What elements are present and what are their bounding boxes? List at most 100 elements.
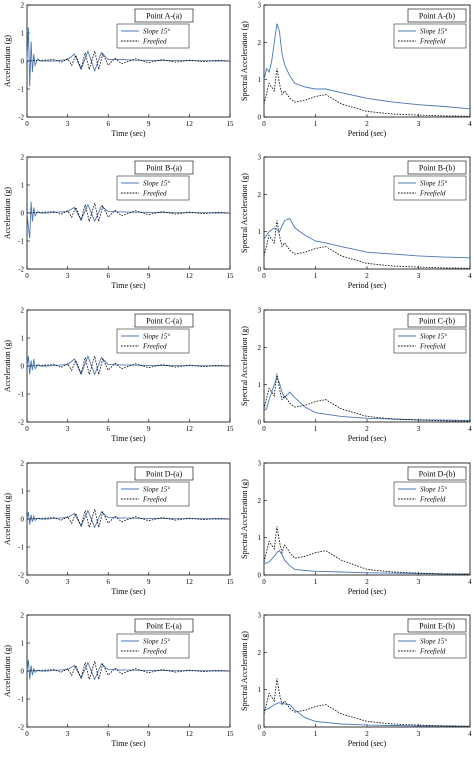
y-tick-label: 0 bbox=[21, 363, 25, 371]
y-tick-label: -2 bbox=[18, 419, 24, 427]
y-tick-label: 0 bbox=[258, 724, 262, 732]
x-tick-label: 6 bbox=[106, 578, 110, 586]
x-tick-label: 0 bbox=[25, 730, 29, 738]
y-tick-label: 1 bbox=[258, 381, 262, 389]
legend-box bbox=[393, 328, 467, 354]
panel-c-b: 0 1 2 3 0 1 2 3 4 Period (sec) Spectral Accelerati… bbox=[240, 307, 472, 444]
y-tick-label: -2 bbox=[18, 266, 24, 274]
y-tick-label: 3 bbox=[258, 460, 262, 468]
legend-box bbox=[116, 175, 190, 201]
y-tick-label: 1 bbox=[21, 640, 25, 648]
y-axis-label: Spectral Acceleration (g) bbox=[240, 326, 249, 406]
x-tick-label: 12 bbox=[186, 730, 194, 738]
y-axis-label: Spectral Acceleration (g) bbox=[240, 631, 249, 711]
panel-e-b: 0 1 2 3 0 1 2 3 4 Period (sec) Spectral Accelerati… bbox=[240, 612, 472, 749]
y-tick-label: 1 bbox=[258, 76, 262, 84]
x-tick-label: 1 bbox=[314, 120, 318, 128]
x-tick-label: 3 bbox=[417, 272, 421, 280]
series-line-slope bbox=[26, 509, 230, 529]
y-tick-label: 2 bbox=[21, 460, 25, 468]
x-tick-label: 0 bbox=[25, 272, 29, 280]
legend-box bbox=[393, 23, 467, 49]
y-tick-label: 2 bbox=[258, 39, 262, 47]
y-tick-label: 2 bbox=[21, 154, 25, 162]
x-tick-label: 0 bbox=[25, 425, 29, 433]
legend-box bbox=[116, 328, 190, 354]
y-axis-label: Acceleration (g) bbox=[3, 340, 12, 393]
x-tick-label: 15 bbox=[227, 120, 235, 128]
legend-box bbox=[116, 23, 190, 49]
panel-title-box bbox=[134, 618, 194, 633]
series-line-freefield bbox=[263, 220, 471, 269]
x-tick-label: 3 bbox=[417, 425, 421, 433]
x-tick-label: 0 bbox=[262, 425, 266, 433]
x-tick-label: 9 bbox=[147, 120, 151, 128]
x-axis-label: Time (sec) bbox=[111, 434, 145, 443]
x-tick-label: 2 bbox=[365, 730, 369, 738]
y-tick-label: 1 bbox=[21, 488, 25, 496]
y-tick-label: 0 bbox=[21, 668, 25, 676]
x-axis-label: Period (sec) bbox=[348, 129, 387, 138]
x-tick-label: 12 bbox=[186, 272, 194, 280]
y-tick-label: 1 bbox=[21, 335, 25, 343]
y-tick-label: 1 bbox=[258, 534, 262, 542]
y-tick-label: -2 bbox=[18, 724, 24, 732]
panel-d-b: 0 1 2 3 0 1 2 3 4 Period (sec) Spectral Accelerati… bbox=[240, 460, 472, 597]
y-axis-label: Acceleration (g) bbox=[3, 645, 12, 698]
panel-title: Point C-(b) bbox=[419, 317, 456, 326]
x-tick-label: 0 bbox=[25, 120, 29, 128]
series-line-slope bbox=[26, 201, 230, 239]
x-tick-label: 3 bbox=[417, 578, 421, 586]
y-axis-label: Acceleration (g) bbox=[3, 35, 12, 88]
y-tick-label: -1 bbox=[18, 696, 24, 704]
panel-title-box bbox=[134, 160, 194, 175]
series-line-slope bbox=[263, 702, 471, 727]
x-axis-label: Period (sec) bbox=[348, 587, 387, 596]
y-tick-label: -1 bbox=[18, 86, 24, 94]
x-tick-label: 12 bbox=[186, 120, 194, 128]
series-line-slope bbox=[26, 659, 230, 681]
legend-label: Freefield bbox=[419, 648, 446, 656]
y-tick-label: 1 bbox=[258, 686, 262, 694]
x-tick-label: 3 bbox=[417, 730, 421, 738]
panel-title-box bbox=[407, 8, 467, 23]
panel-title: Point B-(b) bbox=[419, 164, 456, 173]
y-axis-label: Acceleration (g) bbox=[3, 187, 12, 240]
y-tick-label: 1 bbox=[258, 228, 262, 236]
x-axis-label: Time (sec) bbox=[111, 281, 145, 290]
series-line-freefield bbox=[263, 68, 471, 117]
x-tick-label: 3 bbox=[66, 578, 70, 586]
series-line-freefield bbox=[26, 51, 231, 71]
x-tick-label: 0 bbox=[25, 578, 29, 586]
legend-label: Slope 15° bbox=[143, 638, 170, 646]
x-tick-label: 4 bbox=[468, 730, 472, 738]
series-line-freefield bbox=[26, 509, 231, 529]
x-tick-label: 3 bbox=[417, 120, 421, 128]
y-tick-label: -1 bbox=[18, 391, 24, 399]
legend-label: Slope 15° bbox=[420, 28, 447, 36]
legend-label: Freefield bbox=[419, 343, 446, 351]
x-tick-label: 2 bbox=[365, 120, 369, 128]
y-tick-label: 0 bbox=[258, 572, 262, 580]
legend-box bbox=[116, 481, 190, 507]
x-tick-label: 2 bbox=[365, 578, 369, 586]
x-tick-label: 2 bbox=[365, 272, 369, 280]
x-tick-label: 6 bbox=[106, 425, 110, 433]
x-tick-label: 15 bbox=[227, 578, 235, 586]
y-tick-label: 2 bbox=[258, 497, 262, 505]
series-line-freefield bbox=[26, 661, 231, 681]
panel-title-box bbox=[134, 313, 194, 328]
x-tick-label: 4 bbox=[468, 272, 472, 280]
y-tick-label: 2 bbox=[21, 307, 25, 315]
series-line-freefield bbox=[263, 526, 471, 575]
panel-title-box bbox=[407, 466, 467, 481]
series-line-freefield bbox=[263, 678, 471, 727]
x-tick-label: 3 bbox=[66, 120, 70, 128]
x-tick-label: 9 bbox=[147, 730, 151, 738]
x-tick-label: 15 bbox=[227, 730, 235, 738]
legend-label: Slope 15° bbox=[143, 180, 170, 188]
legend-box bbox=[116, 633, 190, 659]
y-tick-label: 0 bbox=[258, 114, 262, 122]
